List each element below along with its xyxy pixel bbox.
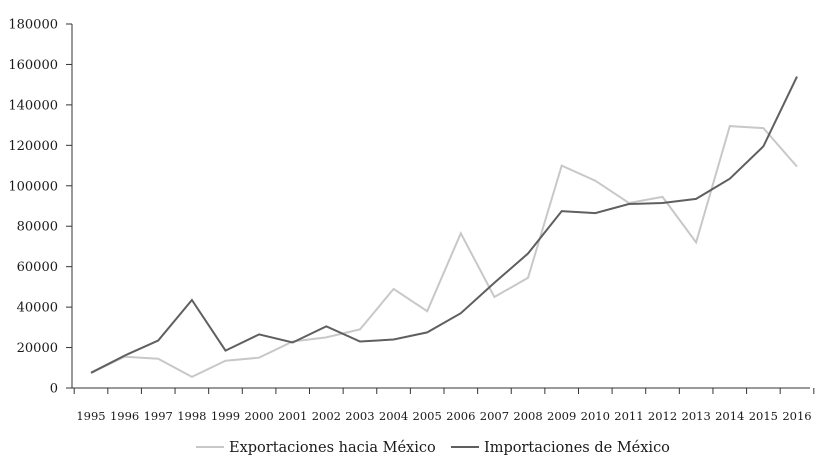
x-tick-label: 2001: [278, 409, 307, 423]
x-tick-label: 2015: [749, 409, 778, 423]
x-tick-label: 2007: [480, 409, 509, 423]
x-tick-label: 2006: [446, 409, 475, 423]
y-tick-label: 180000: [8, 18, 58, 33]
x-tick-label: 2014: [715, 409, 744, 423]
series-layer: [90, 76, 798, 379]
legend-label-exportaciones: Exportaciones hacia México: [229, 440, 436, 456]
x-tick-label: 2008: [513, 409, 542, 423]
x-tick-label: 2011: [614, 409, 643, 423]
x-tick-label: 1998: [177, 409, 206, 423]
x-tick-label: 2000: [244, 409, 273, 423]
x-tick-label: 1996: [110, 409, 139, 423]
y-tick-label: 0: [50, 382, 58, 397]
y-tick-label: 120000: [8, 139, 58, 154]
x-tick-label: 1999: [211, 409, 240, 423]
y-tick-label: 100000: [8, 179, 58, 194]
y-tick-label: 160000: [8, 58, 58, 73]
x-tick-label: 2005: [413, 409, 442, 423]
series-line-exportaciones: [90, 125, 798, 379]
series-line-importaciones: [90, 76, 798, 374]
x-tick-label: 2013: [682, 409, 711, 423]
x-tick-label: 2004: [379, 409, 408, 423]
y-tick-label: 60000: [17, 260, 58, 275]
x-tick-label: 2012: [648, 409, 677, 423]
x-tick-label: 2010: [581, 409, 610, 423]
x-tick-label: 2009: [547, 409, 576, 423]
y-tick-label: 40000: [17, 301, 58, 316]
y-tick-label: 80000: [17, 220, 58, 235]
x-tick-label: 1997: [144, 409, 173, 423]
x-tick-label: 1995: [76, 409, 105, 423]
x-tick-label: 2002: [312, 409, 341, 423]
x-tick-label: 2003: [345, 409, 374, 423]
legend: Exportaciones hacia México Importaciones…: [196, 440, 670, 456]
x-tick-label: 2016: [782, 409, 811, 423]
y-axis: 0 20000 40000 60000 80000 100000 120000 140000 1…: [8, 18, 73, 397]
y-tick-label: 140000: [8, 98, 58, 113]
legend-label-importaciones: Importaciones de México: [484, 440, 670, 456]
y-tick-label: 20000: [17, 341, 58, 356]
x-axis: 1995 1996 1997 1998 1999 2000 2001 2002 2003 2004…: [72, 387, 815, 423]
